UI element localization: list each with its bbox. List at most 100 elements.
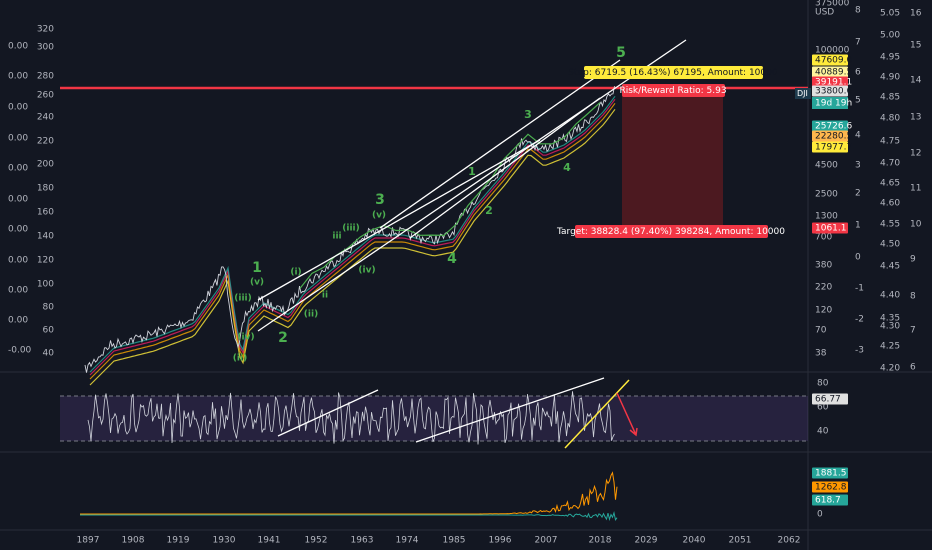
axis-label: 8 xyxy=(910,292,916,302)
wave-label: 1 xyxy=(468,165,476,178)
wave-label: (iv) xyxy=(237,333,254,343)
axis-label: 4.60 xyxy=(880,199,900,209)
axis-label: 0.00 xyxy=(8,42,28,52)
axis-label: 4.70 xyxy=(880,159,900,169)
axis-label: 7 xyxy=(910,326,916,336)
badge-label: 66.77 xyxy=(815,395,841,405)
axis-label: 4.95 xyxy=(880,53,900,63)
x-tick-label: 1930 xyxy=(213,536,236,546)
x-tick-label: 2040 xyxy=(683,536,706,546)
axis-label: 0.00 xyxy=(8,103,28,113)
drawing xyxy=(80,39,687,522)
axis-label: 0.00 xyxy=(8,225,28,235)
axis-label: 220 xyxy=(37,137,54,147)
price-badge xyxy=(812,481,848,493)
arrow xyxy=(616,392,638,437)
moving-average xyxy=(89,95,616,373)
moving-average xyxy=(89,102,616,380)
price-badge xyxy=(812,130,848,142)
price-line xyxy=(84,86,615,373)
risk-zone xyxy=(622,88,723,225)
axis-label: 80 xyxy=(43,303,55,313)
axis-label: 10 xyxy=(910,220,922,230)
symbol: DJI xyxy=(797,89,808,98)
trend-line xyxy=(257,139,541,301)
wave-label: (v) xyxy=(250,278,264,288)
axis-label: 0.00 xyxy=(8,164,28,174)
price-badge xyxy=(812,494,848,506)
wave-label: (iv) xyxy=(358,266,375,276)
axis-label: 4.25 xyxy=(880,342,900,352)
trend-line xyxy=(415,377,605,443)
price-badge xyxy=(812,76,848,88)
axis-label: 260 xyxy=(37,91,54,101)
x-tick-label: 1974 xyxy=(396,536,419,546)
price-badge xyxy=(812,467,848,479)
x-tick-label: 1996 xyxy=(489,536,512,546)
x-tick-label: 1919 xyxy=(167,536,190,546)
axis-label: 16 xyxy=(910,9,922,19)
axis-label: 14 xyxy=(910,76,922,86)
price-badge xyxy=(812,66,848,78)
trend-line xyxy=(379,59,621,229)
symbol-box xyxy=(795,88,811,99)
x-tick-label: 2018 xyxy=(589,536,612,546)
x-tick-label: 1897 xyxy=(77,536,100,546)
axis-label: 240 xyxy=(37,113,54,123)
moving-average xyxy=(89,108,616,386)
wave-label: 1 xyxy=(252,260,262,276)
rsi-band xyxy=(60,396,808,441)
wave-label: 3 xyxy=(375,192,385,208)
axis-label: 4 xyxy=(855,131,861,141)
axis-label: 6 xyxy=(910,363,916,373)
trend-line xyxy=(277,389,379,437)
axis-label: 100000 xyxy=(815,46,850,56)
axis-label: 4.85 xyxy=(880,93,900,103)
axis-label: 0 xyxy=(855,253,861,263)
badge-label: 33800.6 xyxy=(815,87,852,97)
axis-label: 9 xyxy=(910,255,916,265)
axis-label: 5.05 xyxy=(880,9,900,19)
axis-label: 6 xyxy=(855,68,861,78)
axis-label: 0.00 xyxy=(8,256,28,266)
wave-label: (v) xyxy=(372,211,386,221)
moving-average xyxy=(89,98,616,376)
trend-line xyxy=(409,97,601,239)
trend-line xyxy=(564,379,630,449)
axis-label: 120 xyxy=(815,306,832,316)
axis-label: 120 xyxy=(37,256,54,266)
axis-label: 220 xyxy=(815,283,832,293)
badge-label: 1881.5 xyxy=(815,469,847,479)
badge-label: 1061.1 xyxy=(815,224,847,234)
axis-label: 12 xyxy=(910,149,921,159)
axis-label: 4.80 xyxy=(880,114,900,124)
axis-label: -2 xyxy=(855,315,864,325)
axis-label: 70 xyxy=(815,326,827,336)
axis-label: 3 xyxy=(855,161,861,171)
wave-path xyxy=(299,102,601,289)
axis-label: USD xyxy=(815,8,834,18)
wave-label: 4 xyxy=(447,251,457,267)
rr-box xyxy=(622,84,725,97)
axis-label: 4.65 xyxy=(880,179,900,189)
axis-label: 15 xyxy=(910,41,921,51)
wave-label: (iii) xyxy=(234,294,251,304)
axis-label: -0.00 xyxy=(8,346,32,356)
badge-label: 47609.0 xyxy=(815,56,852,66)
badge-label: 39191.1 xyxy=(815,78,852,88)
axis-label: 5.00 xyxy=(880,31,900,41)
countdown: 19d 19h xyxy=(815,99,852,109)
axis-label: 4.90 xyxy=(880,73,900,83)
axis-label: 4.50 xyxy=(880,240,900,250)
wave-label: iii xyxy=(332,232,341,242)
axis-label: 7 xyxy=(855,38,861,48)
axis-label: -1 xyxy=(855,284,864,294)
axis-label: 60 xyxy=(43,326,55,336)
x-tick-label: 1952 xyxy=(305,536,328,546)
axis-label: 5 xyxy=(855,96,861,106)
axis-label: 4.40 xyxy=(880,291,900,301)
volume-line xyxy=(80,471,618,515)
axis-label: 700 xyxy=(815,233,832,243)
